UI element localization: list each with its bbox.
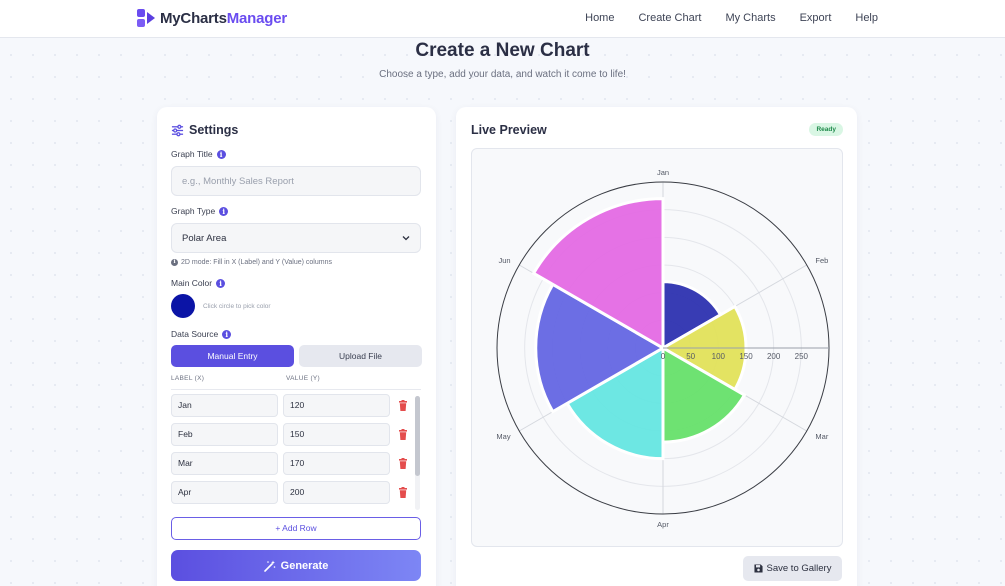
sliders-icon bbox=[171, 124, 184, 136]
page-subtitle: Choose a type, add your data, and watch … bbox=[379, 69, 626, 80]
radial-tick-label: 100 bbox=[712, 352, 726, 361]
category-label-jun: Jun bbox=[498, 256, 510, 265]
top-navbar: MyChartsManager Home Create Chart My Cha… bbox=[0, 0, 1005, 38]
data-rows: Jan 120 Feb 150 Mar 170 Apr 200 bbox=[171, 394, 421, 510]
polar-wedge-may bbox=[534, 282, 667, 414]
save-to-gallery-button[interactable]: Save to Gallery bbox=[743, 556, 842, 581]
data-row: Mar 170 bbox=[171, 452, 421, 475]
category-label-mar: Mar bbox=[815, 432, 828, 441]
generate-button[interactable]: Generate bbox=[171, 550, 421, 581]
chart-canvas: 0 50 100 150 200 250 Jan Feb Mar Apr May Jun bbox=[471, 148, 843, 547]
color-picker-swatch[interactable] bbox=[171, 294, 195, 318]
value-input[interactable]: 170 bbox=[283, 452, 390, 475]
radial-tick-label: 50 bbox=[686, 352, 695, 361]
polar-wedge-apr bbox=[565, 345, 665, 461]
data-row: Jan 120 bbox=[171, 394, 421, 417]
nav-export[interactable]: Export bbox=[799, 12, 832, 24]
info-icon[interactable]: i bbox=[216, 278, 226, 288]
label-input[interactable]: Jan bbox=[171, 394, 278, 417]
nav-help[interactable]: Help bbox=[855, 12, 878, 24]
add-row-button[interactable]: + Add Row bbox=[171, 517, 421, 540]
polar-wedge-jun bbox=[531, 197, 665, 351]
graph-title-input[interactable] bbox=[171, 166, 421, 196]
graph-type-select[interactable]: Polar Area bbox=[171, 223, 421, 253]
category-label-apr: Apr bbox=[657, 520, 669, 529]
data-source-label: Data Source i bbox=[171, 329, 232, 339]
category-label-may: May bbox=[496, 432, 510, 441]
label-input[interactable]: Apr bbox=[171, 481, 278, 504]
tab-manual-entry[interactable]: Manual Entry bbox=[171, 345, 294, 367]
divider bbox=[171, 389, 421, 390]
info-icon[interactable]: i bbox=[222, 329, 232, 339]
main-color-label: Main Color i bbox=[171, 278, 226, 288]
nav-my-charts[interactable]: My Charts bbox=[725, 12, 776, 24]
value-input[interactable]: 200 bbox=[283, 481, 390, 504]
value-input[interactable]: 150 bbox=[283, 423, 390, 446]
main-nav: Home Create Chart My Charts Export Help bbox=[585, 12, 878, 24]
chevron-down-icon bbox=[402, 236, 410, 241]
polar-wedge-jan bbox=[661, 280, 723, 351]
label-input[interactable]: Feb bbox=[171, 423, 278, 446]
scrollbar-thumb[interactable] bbox=[415, 396, 420, 476]
data-row: Feb 150 bbox=[171, 423, 421, 446]
logo-icon bbox=[137, 9, 155, 27]
graph-type-label: Graph Type i bbox=[171, 206, 229, 216]
nav-home[interactable]: Home bbox=[585, 12, 615, 24]
label-input[interactable]: Mar bbox=[171, 452, 278, 475]
info-icon[interactable]: i bbox=[216, 149, 226, 159]
graph-title-label: Graph Title i bbox=[171, 149, 226, 159]
status-badge: Ready bbox=[809, 123, 843, 136]
tab-upload-file[interactable]: Upload File bbox=[299, 345, 422, 367]
polar-wedge-mar bbox=[661, 345, 747, 444]
graph-type-value: Polar Area bbox=[182, 232, 227, 244]
column-header-x: LABEL (X) bbox=[171, 375, 205, 382]
category-label-feb: Feb bbox=[815, 256, 828, 265]
radial-tick-label: 0 bbox=[661, 352, 666, 361]
trash-icon[interactable] bbox=[398, 429, 408, 440]
category-label-jan: Jan bbox=[657, 168, 669, 177]
magic-wand-icon bbox=[263, 560, 275, 572]
page-title: Create a New Chart bbox=[415, 40, 590, 61]
radial-tick-label: 250 bbox=[795, 352, 809, 361]
info-icon[interactable]: i bbox=[219, 206, 229, 216]
trash-icon[interactable] bbox=[398, 487, 408, 498]
radial-tick-label: 200 bbox=[767, 352, 781, 361]
save-icon bbox=[753, 564, 763, 573]
data-row: Apr 200 bbox=[171, 481, 421, 504]
polar-area-chart: 0 50 100 150 200 250 Jan Feb Mar Apr May Jun bbox=[496, 168, 830, 529]
nav-create-chart[interactable]: Create Chart bbox=[638, 12, 702, 24]
trash-icon[interactable] bbox=[398, 458, 408, 469]
color-hint: Click circle to pick color bbox=[203, 303, 271, 310]
info-icon: i bbox=[171, 259, 178, 266]
radial-tick-label: 150 bbox=[739, 352, 753, 361]
preview-panel: Live Preview Ready 0 50 100 150 200 250 Jan Feb… bbox=[456, 107, 857, 586]
value-input[interactable]: 120 bbox=[283, 394, 390, 417]
preview-heading: Live Preview bbox=[471, 123, 547, 137]
column-header-y: VALUE (Y) bbox=[286, 375, 321, 382]
brand-name: MyChartsManager bbox=[160, 9, 288, 27]
settings-heading: Settings bbox=[171, 123, 238, 137]
mode-hint: i 2D mode: Fill in X (Label) and Y (Value… bbox=[171, 259, 332, 266]
trash-icon[interactable] bbox=[398, 400, 408, 411]
brand-logo[interactable]: MyChartsManager bbox=[136, 8, 287, 28]
